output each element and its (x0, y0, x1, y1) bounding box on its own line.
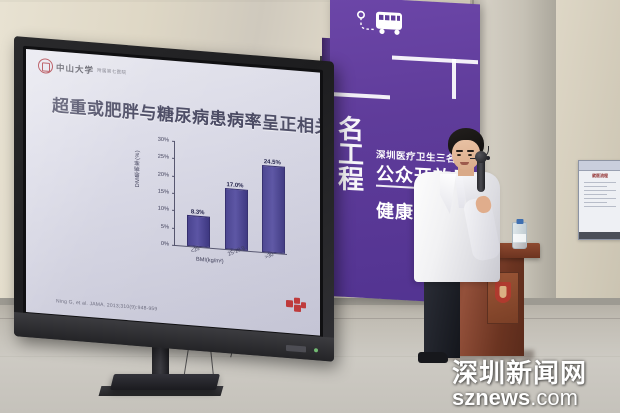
banner-stripe (392, 55, 478, 65)
microphone-head-icon (475, 151, 487, 163)
monitor-stand-base (110, 374, 220, 390)
notice-footer (579, 232, 620, 239)
wall-notice-board: 就医流程 (578, 160, 620, 240)
slide-logo-sub: 附属第七医院 (97, 67, 127, 75)
chart-y-tick-label: 20% (157, 171, 169, 179)
headset-mic-capsule (486, 156, 490, 160)
monitor-brand-badge (286, 344, 306, 353)
chart-y-tick-label: 10% (157, 205, 169, 213)
speaker-shoe (418, 352, 448, 363)
university-crest-icon (38, 57, 53, 75)
slide-canvas: 中山大学 附属第七医院 超重或肥胖与糖尿病患病率呈正相关 DM患病率(%) 0%… (26, 48, 320, 336)
slide-logo-org: 中山大学 (56, 61, 95, 75)
handheld-microphone[interactable] (475, 151, 487, 192)
shuttle-bus-icon (356, 10, 402, 35)
notice-text-line (584, 193, 608, 195)
power-led-icon (314, 348, 318, 353)
slide-citation: Ning G, et al. JAMA. 2013;310(9):948-959 (56, 298, 158, 313)
event-banner: 名工程 深圳医疗卫生三名工程 公众开放日 健康科普 (330, 0, 480, 305)
banner-stripe (452, 58, 456, 100)
notice-title: 就医流程 (592, 173, 608, 178)
notice-text-line (584, 201, 608, 203)
wall-seam (0, 0, 620, 2)
speaker-mouth (460, 162, 469, 165)
chart-plot-area: 8.3% <25 17.0% 25-29.9 24.5% >30 (174, 140, 287, 261)
chart-bar-value-label: 8.3% (190, 209, 205, 217)
wall-panel (556, 0, 620, 300)
chart-bar (224, 188, 248, 251)
chart-y-tick-label: 30% (157, 136, 169, 144)
notice-text-line (584, 197, 616, 199)
speaker-eyebrow (456, 150, 463, 152)
chart-bar (261, 165, 285, 254)
red-cross-logo-icon (286, 297, 306, 313)
notice-text-line (584, 181, 616, 183)
chart-y-axis-label: DM患病率(%) (135, 149, 141, 188)
bar-chart: DM患病率(%) 0% 5% 10% 15% 20% 25% 30% 8.3% <25 17.0… (135, 132, 298, 280)
chart-y-tick-label: 5% (160, 223, 169, 231)
presentation-display[interactable]: 中山大学 附属第七医院 超重或肥胖与糖尿病患病率呈正相关 DM患病率(%) 0%… (14, 36, 334, 362)
chart-x-axis-label: BMI(kg/m²) (196, 256, 224, 265)
notice-text-line (584, 189, 616, 191)
water-bottle (512, 219, 527, 249)
chart-x-tick-label: >30 (264, 251, 276, 261)
chart-y-tick-label: 15% (157, 188, 169, 196)
speaker-eye (457, 154, 461, 156)
banner-stripe (330, 92, 390, 100)
chart-bar-value-label: 24.5% (263, 159, 281, 167)
chart-x-tick-label: <25 (189, 245, 201, 255)
slide-logo: 中山大学 附属第七医院 (38, 57, 127, 80)
notice-text-line (584, 205, 616, 207)
chart-y-tick-label: 25% (157, 153, 169, 161)
chart-bar-value-label: 17.0% (226, 182, 244, 190)
chart-y-tick-label: 0% (160, 240, 169, 248)
bottle-label (513, 234, 526, 242)
speaker-legs (424, 278, 460, 358)
notice-text-line (584, 185, 608, 187)
monitor-screen: 中山大学 附属第七医院 超重或肥胖与糖尿病患病率呈正相关 DM患病率(%) 0%… (26, 48, 320, 336)
crest-emblem-detail (499, 286, 507, 298)
slide-title: 超重或肥胖与糖尿病患病率呈正相关 (52, 96, 320, 138)
notice-header (579, 161, 620, 171)
banner-vertical-text: 名工程 (337, 113, 364, 195)
chart-y-axis-ticks: 0% 5% 10% 15% 20% 25% 30% (146, 136, 175, 248)
chart-bar (187, 215, 211, 248)
speaker-neck (458, 166, 474, 176)
bottle-cap (516, 219, 523, 224)
